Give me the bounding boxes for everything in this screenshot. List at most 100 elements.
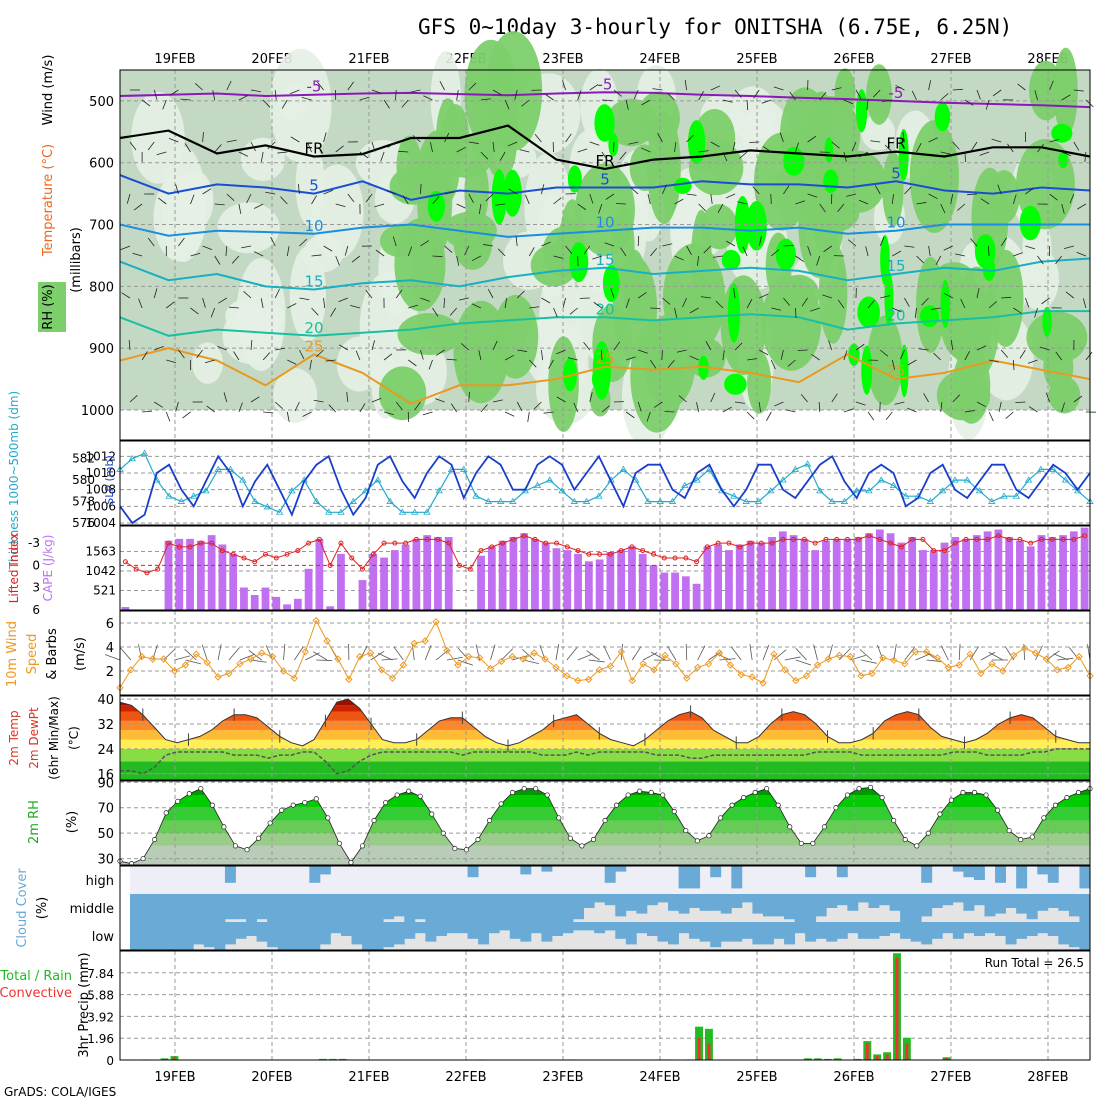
cloud-cell <box>414 922 426 934</box>
wind-barb <box>940 151 951 155</box>
rh2m-point <box>937 811 943 817</box>
cloud-cell <box>309 922 321 950</box>
wind-barb <box>275 347 286 351</box>
wind-barb <box>250 141 256 152</box>
wind-barb <box>402 195 409 205</box>
wind-barb <box>287 359 297 365</box>
lifted-index-point <box>1049 536 1055 542</box>
wind-barb <box>432 196 440 205</box>
cape-bar <box>649 565 658 610</box>
rh-saturated-patch <box>687 120 706 165</box>
rh-moist-patch <box>866 64 892 125</box>
cloud-cell <box>984 894 996 917</box>
wind-barb <box>316 349 324 358</box>
thickness-point <box>128 454 136 462</box>
wind-barb <box>294 401 300 412</box>
wind-speed-point <box>334 655 342 663</box>
lifted-index-point <box>737 544 743 550</box>
cloud-cell <box>1079 922 1091 950</box>
precip-convective-bar <box>816 1058 820 1060</box>
cloud-cell <box>815 894 827 917</box>
wind-barb <box>166 359 177 364</box>
lifted-index-point <box>500 540 506 546</box>
isotherm-FR <box>119 124 1091 171</box>
isotherm--5 <box>119 91 1091 109</box>
wind-barb <box>921 297 929 306</box>
date-label-bottom: 19FEB <box>154 1070 195 1085</box>
wind-barb <box>588 659 605 663</box>
temp-axis-label-1: 2m DewPt <box>27 707 41 769</box>
thickness-point <box>214 465 222 472</box>
rh-moist-patch <box>867 315 903 406</box>
cloud-cell <box>1058 894 1070 911</box>
wind-speed-point <box>704 660 713 668</box>
wind-barb <box>882 99 893 102</box>
wind-barb <box>807 245 812 256</box>
wind-speed-point <box>911 648 920 656</box>
cloud-cell <box>847 922 859 934</box>
wind-barb <box>686 245 692 255</box>
wind-barb <box>190 252 201 257</box>
rh-saturated-patch <box>1042 306 1052 337</box>
thickness-point <box>877 476 885 483</box>
cloud-cell <box>868 894 880 908</box>
cloud-cell <box>889 894 901 911</box>
cloud-cell <box>425 894 437 922</box>
wind-barb <box>184 143 191 153</box>
cloud-cell <box>720 894 732 914</box>
cape-bar <box>1026 546 1035 610</box>
wind-speed-point <box>225 669 233 678</box>
cloud-cell <box>224 894 236 920</box>
wind-barb <box>514 89 518 100</box>
rh2m-point <box>914 843 920 849</box>
wind-barb <box>323 132 327 143</box>
lifted-index-point <box>295 548 301 554</box>
cape-bar <box>261 587 270 610</box>
date-label-top: 21FEB <box>348 52 389 67</box>
wind-barb <box>471 255 482 262</box>
rh2m-point <box>856 786 862 792</box>
wind-barb <box>662 184 667 195</box>
wind-barb <box>722 406 732 413</box>
wind-speed-point <box>1064 663 1072 672</box>
lifted-index-point <box>133 566 139 572</box>
lifted-index-point <box>791 536 797 542</box>
cloud-cell <box>1037 894 1049 911</box>
rh-moist-patch <box>818 242 848 344</box>
rh-legend-swatch <box>38 282 66 332</box>
wind-barb <box>449 307 458 316</box>
rh-moist-patch <box>606 98 657 147</box>
cloud-cell <box>604 866 616 883</box>
wind-barb <box>325 359 336 362</box>
wind-barb <box>861 659 877 664</box>
lifted-index-point <box>1039 536 1044 542</box>
rh2m-point <box>1006 828 1012 834</box>
thickness-frame <box>119 440 1091 526</box>
cloud-cell <box>520 866 532 875</box>
wind-barb <box>904 297 910 307</box>
temp-band <box>120 761 1090 774</box>
wind-barb <box>761 99 772 104</box>
wind-barb <box>904 186 912 195</box>
rh-saturated-patch <box>594 104 615 142</box>
wind-barb <box>774 401 784 407</box>
wind-speed-point <box>508 652 517 661</box>
lifted-index-point <box>651 551 656 557</box>
wind-barb <box>649 359 657 369</box>
thickness-line <box>119 452 1091 514</box>
wind-barb <box>562 297 566 308</box>
wind-barb <box>420 297 430 302</box>
wind-barb <box>822 294 832 299</box>
wind-barb <box>141 351 148 361</box>
cape-bar <box>865 533 873 610</box>
cloud-cell <box>172 922 184 950</box>
wind-barb <box>359 403 366 413</box>
wind-barb <box>964 350 970 361</box>
rh-saturated-patch <box>727 283 741 343</box>
wind-barb <box>818 401 821 413</box>
rh-moist-patch <box>1026 311 1088 364</box>
wind-barb <box>726 240 736 247</box>
wind-barb <box>565 133 572 143</box>
wind-barb <box>641 147 651 153</box>
precip-convective-bar <box>163 1058 167 1060</box>
